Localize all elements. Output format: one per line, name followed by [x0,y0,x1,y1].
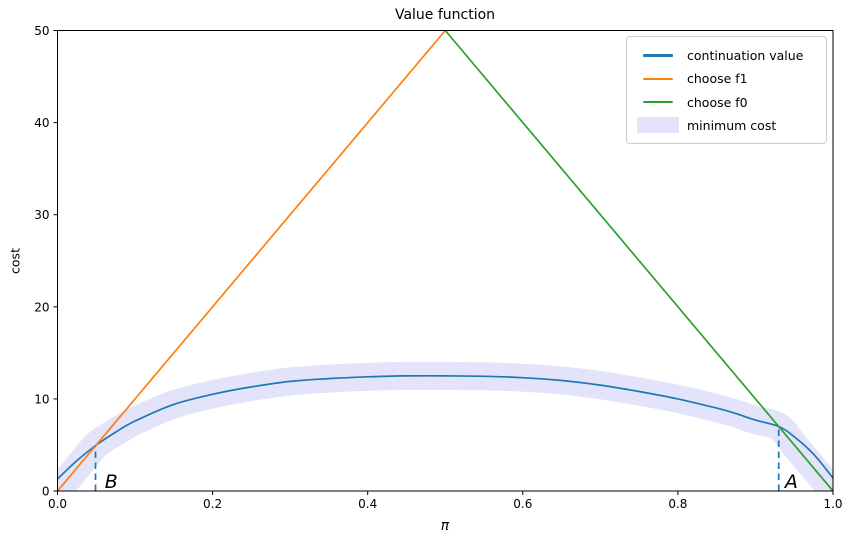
swatch-color [643,54,673,57]
legend-label: choose f0 [687,94,748,110]
legend-band-swatch [637,117,679,134]
y-tick-label: 40 [34,116,49,130]
legend-label: continuation value [687,48,804,64]
legend-label: choose f1 [687,71,748,87]
legend-line-swatch [637,77,679,81]
y-axis-label: cost [7,248,23,274]
x-tick-label: 0.6 [513,497,532,511]
legend-item-minimum-cost: minimum cost [637,114,816,137]
swatch-color [643,100,673,104]
x-tick-label: 0.2 [203,497,222,511]
x-tick-label: 0.0 [48,497,67,511]
y-tick-label: 20 [34,300,49,314]
choose-f0-line [444,30,833,491]
x-tick-label: 0.4 [358,497,377,511]
x-axis-label: π [440,518,450,534]
legend-item-choose-f0: choose f0 [637,91,816,114]
threshold-b-label: B [105,471,118,493]
legend-line-swatch [637,54,679,57]
chart-title: Value function [394,7,496,23]
y-tick-label: 50 [34,24,49,38]
continuation-value-line [57,374,833,480]
threshold-a-label: A [783,471,798,493]
y-tick-label: 10 [34,392,49,406]
y-tick-label: 0 [42,485,50,499]
legend-line-swatch [637,100,679,104]
choose-f1-line [57,30,446,491]
legend-label: minimum cost [687,117,777,133]
x-tick-label: 0.8 [668,497,687,511]
swatch-color [643,77,673,81]
plot-border [57,30,834,492]
minimum-cost-band [57,361,833,491]
legend-item-choose-f1: choose f1 [637,67,816,90]
y-tick-label: 30 [34,208,49,222]
legend-item-continuation-value: continuation value [637,44,816,67]
legend: continuation value choose f1 choose f0 mini… [626,36,827,144]
swatch-color [637,117,679,134]
x-tick-label: 1.0 [823,497,842,511]
